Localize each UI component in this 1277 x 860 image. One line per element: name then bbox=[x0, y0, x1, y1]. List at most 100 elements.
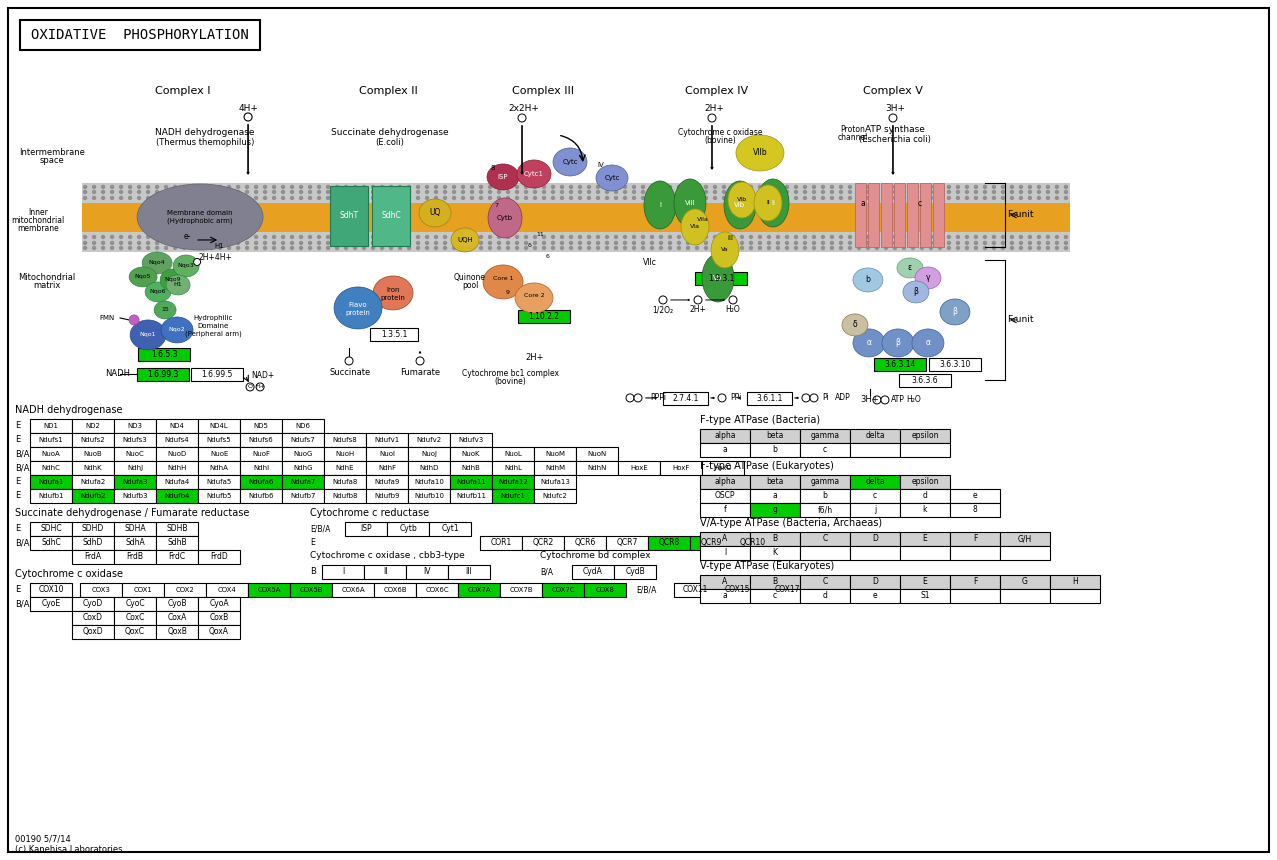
Bar bbox=[332, 583, 374, 597]
Bar bbox=[700, 503, 750, 517]
Circle shape bbox=[506, 246, 511, 250]
Circle shape bbox=[272, 190, 276, 194]
Circle shape bbox=[605, 196, 609, 200]
Text: β: β bbox=[913, 287, 918, 297]
Bar bbox=[458, 583, 501, 597]
Circle shape bbox=[299, 196, 303, 200]
Text: Ndufv2: Ndufv2 bbox=[416, 437, 442, 443]
Circle shape bbox=[470, 246, 474, 250]
Circle shape bbox=[884, 235, 889, 239]
Circle shape bbox=[254, 235, 258, 239]
Text: Ndufa2: Ndufa2 bbox=[80, 479, 106, 485]
Text: F-type ATPase (Bacteria): F-type ATPase (Bacteria) bbox=[700, 415, 820, 425]
Bar bbox=[31, 536, 72, 550]
Text: F-type ATPase (Eukaryotes): F-type ATPase (Eukaryotes) bbox=[700, 461, 834, 471]
Text: COX8: COX8 bbox=[595, 587, 614, 593]
Bar bbox=[409, 433, 450, 447]
Bar bbox=[374, 583, 416, 597]
Circle shape bbox=[137, 185, 142, 189]
Circle shape bbox=[515, 190, 520, 194]
Circle shape bbox=[317, 190, 322, 194]
Circle shape bbox=[1046, 185, 1050, 189]
Bar bbox=[72, 475, 114, 489]
Text: C: C bbox=[822, 534, 827, 544]
Circle shape bbox=[704, 235, 709, 239]
Circle shape bbox=[983, 241, 987, 245]
Text: S1: S1 bbox=[921, 592, 930, 600]
Text: c: c bbox=[918, 200, 922, 208]
Bar bbox=[541, 583, 584, 597]
Circle shape bbox=[955, 235, 960, 239]
Circle shape bbox=[668, 235, 672, 239]
Circle shape bbox=[632, 235, 636, 239]
Text: CydB: CydB bbox=[626, 568, 645, 576]
Text: Cytochrome c oxidase: Cytochrome c oxidase bbox=[678, 128, 762, 138]
Circle shape bbox=[398, 241, 402, 245]
Text: QCR10: QCR10 bbox=[739, 538, 766, 548]
Circle shape bbox=[794, 190, 798, 194]
Circle shape bbox=[326, 196, 331, 200]
Bar bbox=[282, 475, 324, 489]
Bar bbox=[799, 489, 850, 503]
Circle shape bbox=[479, 185, 483, 189]
Ellipse shape bbox=[487, 164, 518, 190]
Text: 2x2H+: 2x2H+ bbox=[508, 104, 539, 114]
Text: COX3: COX3 bbox=[92, 587, 111, 593]
Text: OXIDATIVE  PHOSPHORYLATION: OXIDATIVE PHOSPHORYLATION bbox=[31, 28, 249, 42]
Circle shape bbox=[190, 241, 195, 245]
Ellipse shape bbox=[130, 320, 166, 350]
Text: Flavo: Flavo bbox=[349, 302, 368, 308]
Circle shape bbox=[668, 196, 672, 200]
Circle shape bbox=[506, 190, 511, 194]
Circle shape bbox=[677, 190, 681, 194]
Circle shape bbox=[425, 241, 429, 245]
Circle shape bbox=[361, 241, 366, 245]
Circle shape bbox=[317, 185, 322, 189]
Text: Ndufa13: Ndufa13 bbox=[540, 479, 570, 485]
Circle shape bbox=[866, 190, 870, 194]
Circle shape bbox=[1064, 246, 1068, 250]
Ellipse shape bbox=[146, 282, 171, 302]
Circle shape bbox=[802, 394, 810, 402]
Circle shape bbox=[928, 246, 933, 250]
Circle shape bbox=[722, 241, 727, 245]
Circle shape bbox=[163, 185, 169, 189]
Text: ND3: ND3 bbox=[128, 423, 143, 429]
Circle shape bbox=[983, 246, 987, 250]
Circle shape bbox=[218, 241, 222, 245]
Circle shape bbox=[272, 241, 276, 245]
Circle shape bbox=[632, 190, 636, 194]
Circle shape bbox=[434, 241, 438, 245]
Circle shape bbox=[902, 190, 907, 194]
Text: 7: 7 bbox=[494, 204, 498, 208]
Circle shape bbox=[416, 235, 420, 239]
Circle shape bbox=[263, 235, 267, 239]
Circle shape bbox=[964, 241, 969, 245]
Text: I: I bbox=[659, 202, 661, 208]
Circle shape bbox=[190, 246, 195, 250]
Circle shape bbox=[200, 235, 204, 239]
Circle shape bbox=[803, 246, 807, 250]
Circle shape bbox=[577, 190, 582, 194]
Text: SdhD: SdhD bbox=[83, 538, 103, 548]
Ellipse shape bbox=[488, 198, 522, 238]
Circle shape bbox=[326, 241, 331, 245]
Text: NdhF: NdhF bbox=[378, 465, 396, 471]
Circle shape bbox=[1055, 246, 1059, 250]
Circle shape bbox=[623, 241, 627, 245]
Circle shape bbox=[416, 241, 420, 245]
Circle shape bbox=[587, 190, 591, 194]
Text: B: B bbox=[773, 534, 778, 544]
Circle shape bbox=[227, 185, 231, 189]
Circle shape bbox=[254, 196, 258, 200]
Text: SdhA: SdhA bbox=[125, 538, 146, 548]
Bar bbox=[501, 583, 541, 597]
Text: E: E bbox=[15, 586, 20, 594]
Circle shape bbox=[668, 185, 672, 189]
Circle shape bbox=[425, 246, 429, 250]
Bar bbox=[31, 522, 72, 536]
Circle shape bbox=[902, 196, 907, 200]
Circle shape bbox=[190, 235, 195, 239]
Text: Ndufs2: Ndufs2 bbox=[80, 437, 106, 443]
Text: NuoD: NuoD bbox=[167, 451, 186, 457]
